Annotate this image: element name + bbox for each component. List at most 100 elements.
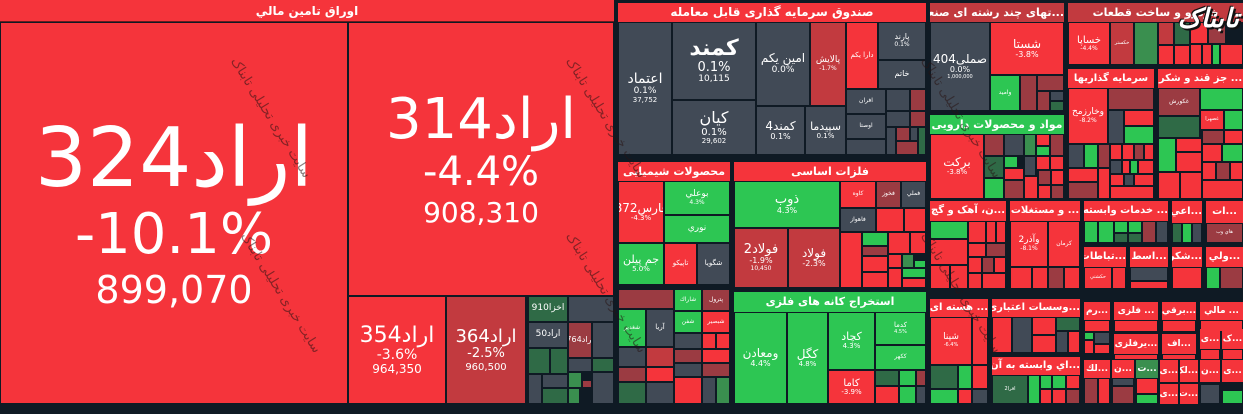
tile-small[interactable] [1208, 22, 1226, 44]
tile-small[interactable] [996, 221, 1006, 243]
tile-small[interactable] [914, 260, 926, 268]
tile-small[interactable] [1138, 160, 1154, 174]
sector-s-lk2[interactable]: ...لک [1180, 360, 1198, 382]
tile-small[interactable] [1051, 170, 1064, 185]
tile-fars872[interactable]: فارس872 -4.3% [618, 181, 664, 243]
tile-small[interactable] [1124, 110, 1154, 126]
tile-small[interactable] [886, 111, 910, 127]
tile-small[interactable] [702, 333, 716, 349]
sector-s-y2[interactable]: ...ی [1160, 360, 1178, 382]
sector-chemical[interactable]: محصولات شیمیایی فارس872 -4.3% بوعلي 4.3%… [618, 162, 730, 404]
tile-shepna[interactable]: شپنا -6.4% [930, 317, 972, 365]
tile-small[interactable] [1050, 91, 1064, 101]
tile-small[interactable] [528, 374, 542, 404]
tile-zob[interactable]: ذوب 4.3% [734, 181, 840, 228]
sector-s-t2[interactable]: ...ت [1180, 384, 1198, 404]
tile-small[interactable] [1098, 221, 1114, 243]
tile-small[interactable] [1004, 168, 1024, 180]
tile-small[interactable] [1110, 160, 1122, 174]
tile-small[interactable] [1094, 332, 1110, 344]
tile-small[interactable] [674, 333, 702, 349]
tile-small[interactable] [888, 254, 902, 268]
tile-small[interactable] [542, 388, 568, 404]
tile-small[interactable] [1130, 281, 1168, 289]
tile-small[interactable] [1134, 144, 1144, 160]
tile-small[interactable] [888, 232, 910, 254]
tile-small[interactable] [1037, 91, 1050, 111]
tile-small[interactable] [1124, 126, 1154, 144]
sector-related[interactable]: ...اي وابسته به آن افرا2 [992, 357, 1080, 404]
tile-kamand4[interactable]: کمند4 0.1% [756, 106, 805, 155]
tile-small[interactable] [618, 289, 674, 309]
tile-small[interactable] [542, 374, 568, 388]
tile-small[interactable] [930, 389, 958, 404]
tile-palayesh[interactable]: پالایش -1.7% [810, 22, 846, 106]
sector-s-mali[interactable]: ... مالي [1200, 302, 1243, 332]
tile-small[interactable] [1056, 331, 1068, 353]
tile-kekhar[interactable]: ککهر [875, 345, 926, 370]
tile-small[interactable] [1224, 110, 1243, 130]
tile-arad764[interactable]: اراد764 [568, 322, 592, 358]
sector-services[interactable]: ... خدمات وابسته [1084, 201, 1168, 243]
tile-small[interactable] [1084, 320, 1110, 332]
tile-small[interactable] [568, 358, 592, 372]
sector-etf[interactable]: صندوق سرمایه گذاری قابل معامله اعتماد 0.… [618, 3, 926, 155]
tile-small[interactable] [1212, 44, 1220, 65]
tile-aminyekom[interactable]: امین یکم 0.0% [756, 22, 810, 106]
tile-small[interactable] [1004, 134, 1024, 156]
tile-small[interactable] [1108, 110, 1124, 144]
tile-small[interactable] [1032, 317, 1056, 335]
sector-s-n[interactable]: ...ن [1112, 360, 1134, 404]
tile-vakharazm[interactable]: وخارزمح -8.2% [1068, 88, 1108, 144]
sector-s-y1[interactable]: ...ی [1200, 329, 1220, 360]
tile-small[interactable] [984, 178, 1004, 199]
tile-small[interactable] [1222, 349, 1243, 360]
tile-small[interactable] [1098, 144, 1110, 168]
sector-s-lk[interactable]: ...لك [1084, 360, 1110, 404]
tile-small[interactable] [1112, 378, 1134, 386]
tile-small[interactable] [1192, 223, 1202, 243]
tile-small[interactable] [1084, 378, 1098, 404]
tile-small[interactable] [1142, 221, 1156, 243]
tile-small[interactable] [1114, 233, 1128, 243]
tile-small[interactable] [1112, 386, 1134, 404]
tile-small[interactable] [910, 89, 926, 111]
tile-small[interactable] [1174, 22, 1190, 45]
tile-small[interactable] [592, 358, 614, 372]
tile-small[interactable] [886, 89, 910, 111]
sector-s-aei[interactable]: ...اعي [1172, 201, 1202, 243]
tile-vamid[interactable]: وامید [990, 75, 1020, 111]
tile-small[interactable] [1176, 138, 1202, 152]
tile-small[interactable] [1051, 185, 1064, 199]
tile-small[interactable] [1024, 156, 1036, 176]
tile-kerman[interactable]: کرمان [1048, 221, 1080, 267]
tile-small[interactable] [902, 278, 926, 288]
tile-small[interactable] [568, 372, 582, 388]
tile-small[interactable] [1084, 221, 1098, 243]
tile-small[interactable] [1134, 22, 1158, 65]
tile-arad314[interactable]: اراد314 -4.4% 908,310 [348, 22, 614, 296]
sector-auto[interactable]: خودرو و ساخت قطعات خساپا -4.4% خکستر [1068, 3, 1243, 65]
tile-small[interactable] [875, 370, 899, 386]
tile-small[interactable] [1066, 389, 1080, 404]
tile-hekshti[interactable]: حکشتي [1084, 267, 1112, 289]
tile-ghkourosh[interactable]: غکورش [1158, 88, 1200, 116]
tile-small[interactable] [1037, 75, 1064, 91]
tile-small[interactable] [674, 377, 702, 404]
tile-small[interactable] [862, 246, 888, 256]
tile-afra2[interactable]: افرا2 [992, 375, 1028, 404]
tile-khakstar[interactable]: خکستر [1110, 22, 1134, 65]
tile-small[interactable] [1050, 101, 1064, 111]
sector-s-irfelezi[interactable]: ...یرفلزی [1114, 334, 1158, 360]
tile-small[interactable] [1136, 378, 1158, 394]
tile-small[interactable] [1098, 168, 1110, 199]
tile-small[interactable] [930, 265, 950, 289]
tile-small[interactable] [1052, 375, 1066, 389]
tile-bouali[interactable]: بوعلي 4.3% [664, 181, 730, 215]
tile-small[interactable] [1180, 172, 1202, 199]
tile-small[interactable] [1158, 45, 1174, 65]
tile-small[interactable] [1048, 267, 1064, 289]
tile-small[interactable] [930, 239, 968, 265]
sector-s-oli[interactable]: ...ولي [1206, 247, 1243, 289]
tile-small[interactable] [1134, 174, 1154, 186]
